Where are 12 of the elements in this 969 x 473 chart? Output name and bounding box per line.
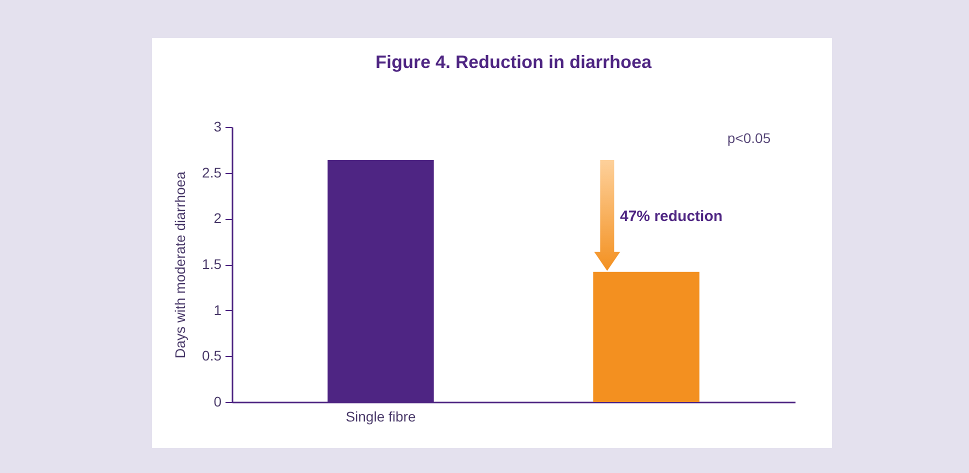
y-tick-label: 0 <box>214 394 222 410</box>
y-tick-label: 2 <box>214 210 222 226</box>
y-tick-label: 2.5 <box>202 164 222 180</box>
y-axis-title: Days with moderate diarrhoea <box>172 171 188 358</box>
y-tick-label: 3 <box>214 118 222 134</box>
x-tick-label: Single fibre <box>346 408 416 424</box>
annotation: p<0.05 <box>727 130 771 146</box>
y-tick-label: 1.5 <box>202 256 222 272</box>
chart-title: Figure 4. Reduction in diarrhoea <box>375 52 653 72</box>
annotation: 47% reduction <box>620 208 723 225</box>
y-tick-label: 1 <box>214 302 222 318</box>
y-tick-label: 0.5 <box>202 348 222 364</box>
